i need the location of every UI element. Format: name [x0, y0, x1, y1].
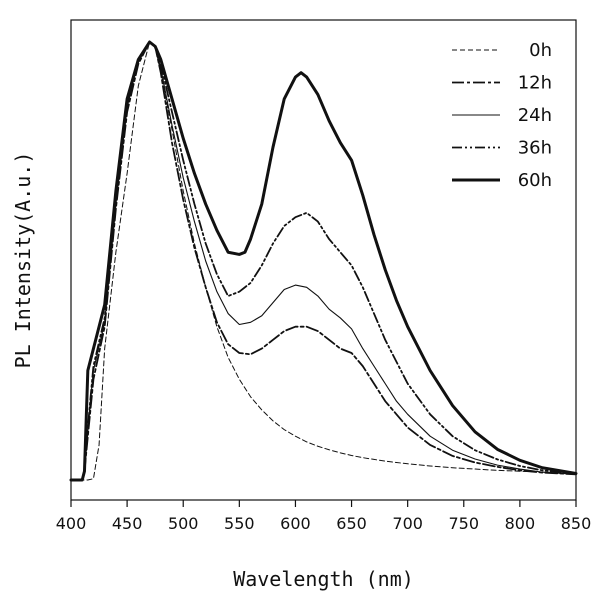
x-tick-label: 700	[392, 514, 423, 533]
legend-label: 60h	[518, 170, 552, 191]
x-axis-label: Wavelength (nm)	[233, 567, 414, 591]
x-tick-label: 550	[224, 514, 255, 533]
x-tick-label: 650	[336, 514, 367, 533]
series-line-60h	[69, 40, 578, 482]
legend-label: 0h	[529, 40, 552, 61]
x-tick-label: 750	[449, 514, 480, 533]
x-tick-label: 450	[112, 514, 143, 533]
y-axis-label: PL Intensity(A.u.)	[11, 152, 35, 369]
plot-frame-group	[70, 19, 577, 501]
series-group	[69, 40, 578, 482]
legend-label: 36h	[518, 138, 552, 159]
legend-label: 12h	[518, 73, 552, 94]
x-tick-label: 500	[168, 514, 199, 533]
x-tick-label: 850	[561, 514, 592, 533]
x-ticks-group: 400 450 500 550 600 650 700 750 800 850	[56, 500, 592, 533]
x-tick-label: 400	[56, 514, 87, 533]
x-tick-label: 600	[280, 514, 311, 533]
plot-frame	[70, 19, 577, 501]
legend-label: 24h	[518, 105, 552, 126]
series-line-0h	[70, 41, 577, 481]
legend: 0h 12h 24h 36h 60h	[452, 40, 552, 191]
x-tick-label: 800	[505, 514, 536, 533]
series-line-12h	[70, 41, 577, 481]
